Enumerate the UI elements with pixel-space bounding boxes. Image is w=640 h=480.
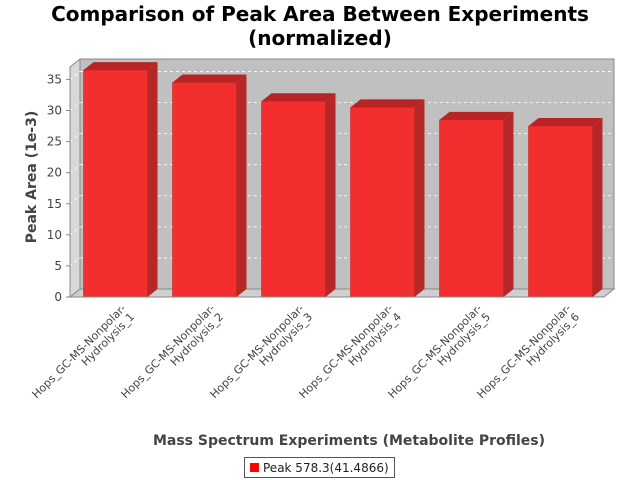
- bar: [350, 99, 425, 298]
- bar-side: [592, 118, 603, 298]
- bar-side: [325, 93, 336, 298]
- chart-title-line-2: (normalized): [248, 26, 392, 50]
- bar-side: [236, 74, 247, 297]
- bar-side: [503, 111, 514, 298]
- gridline-side: [69, 257, 81, 267]
- plot-left-wall: [69, 57, 81, 299]
- x-tick-label-line: Hops_GC-MS-Nonpolar-: [30, 302, 129, 401]
- bar: [83, 62, 158, 298]
- bar: [261, 93, 336, 298]
- legend-label: Peak 578.3(41.4866): [263, 460, 389, 475]
- bar-top: [83, 62, 158, 71]
- gridline-side: [69, 133, 81, 142]
- y-tick-label: 35: [47, 72, 62, 86]
- bar-front: [439, 119, 504, 298]
- y-tick-label: 5: [54, 259, 62, 273]
- gridline-side: [69, 195, 81, 205]
- bar: [528, 118, 603, 298]
- bar-side: [147, 62, 158, 297]
- x-axis-title: Mass Spectrum Experiments (Metabolite Pr…: [153, 433, 545, 449]
- bar-top: [350, 99, 425, 108]
- y-tick-label: 30: [47, 104, 62, 118]
- bar-side: [414, 99, 425, 298]
- bar-top: [172, 74, 247, 83]
- y-axis-title: Peak Area (1e-3): [24, 111, 40, 244]
- chart-title-line-1: Comparison of Peak Area Between Experime…: [51, 2, 589, 26]
- y-tick-label: 15: [47, 197, 62, 211]
- legend: Peak 578.3(41.4866): [244, 457, 395, 478]
- bar-front: [528, 125, 593, 298]
- axes: [69, 67, 604, 298]
- x-tick-labels: Hops_GC-MS-Nonpolar-Hydrolysis_1Hops_GC-…: [30, 302, 583, 401]
- bar-front: [350, 107, 415, 298]
- y-tick-label: 10: [47, 228, 62, 242]
- bar-front: [261, 100, 326, 298]
- bar: [172, 74, 247, 298]
- bars: [83, 62, 603, 298]
- bar-top: [528, 118, 603, 127]
- y-tick-label: 0: [54, 290, 62, 304]
- bar-front: [172, 82, 237, 298]
- gridline-side: [69, 71, 81, 80]
- bar-top: [261, 93, 336, 102]
- legend-swatch: [250, 463, 259, 472]
- bar-top: [439, 111, 514, 120]
- gridlines: [69, 71, 614, 267]
- chart-title: Comparison of Peak Area Between Experime…: [0, 2, 640, 50]
- y-tick-labels: 0 5 10 15 20 25 30 35: [47, 72, 70, 304]
- y-tick-label: 25: [47, 135, 62, 149]
- gridline-side: [69, 164, 81, 173]
- bar: [439, 111, 514, 298]
- gridline-side: [69, 102, 81, 111]
- bar-front: [83, 69, 148, 298]
- y-tick-label: 20: [47, 166, 62, 180]
- gridline-side: [69, 226, 81, 236]
